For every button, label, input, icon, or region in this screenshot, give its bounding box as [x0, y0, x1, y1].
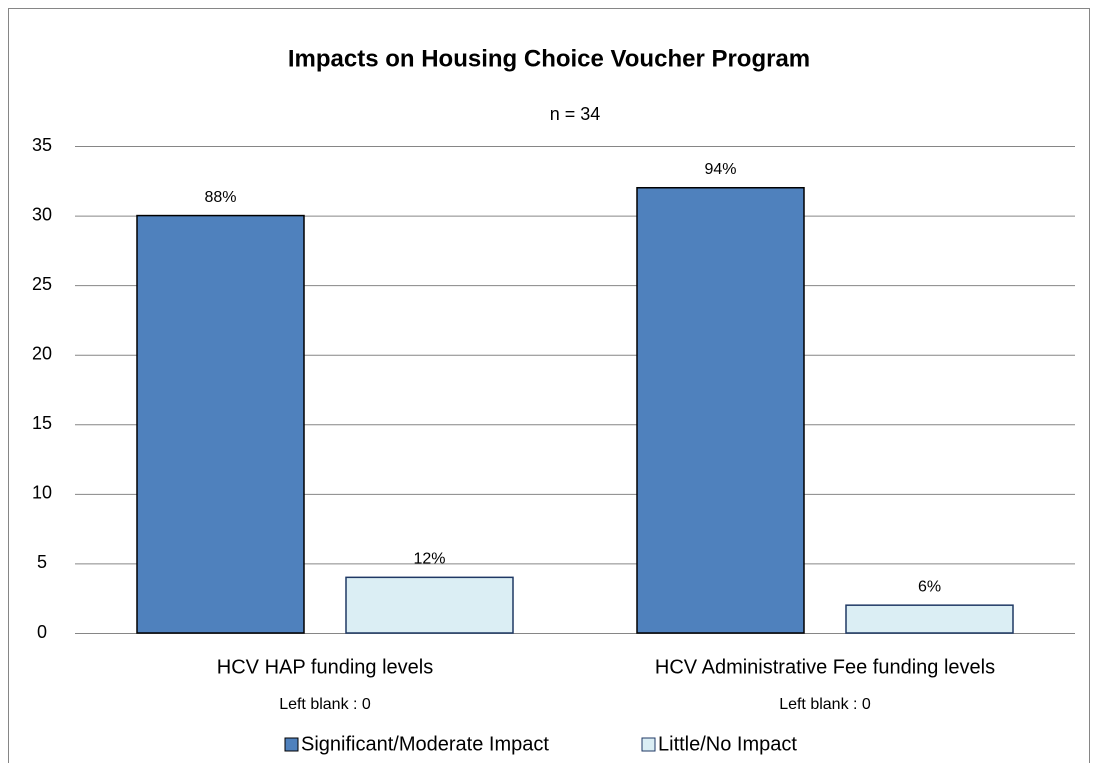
- category-note: Left blank : 0: [779, 696, 871, 713]
- value-label: 6%: [918, 578, 941, 595]
- value-label: 94%: [704, 161, 736, 178]
- bar: [136, 214, 305, 634]
- y-tick-label: 25: [32, 274, 52, 294]
- value-label: 12%: [413, 551, 445, 568]
- legend-swatch: [284, 737, 299, 752]
- y-tick-label: 20: [32, 343, 52, 363]
- category-note: Left blank : 0: [279, 696, 371, 713]
- y-tick-label: 15: [32, 413, 52, 433]
- y-tick-label: 30: [32, 204, 52, 224]
- x-tick-label: HCV HAP funding levels: [217, 656, 433, 678]
- bar: [345, 576, 514, 634]
- x-tick-label: HCV Administrative Fee funding levels: [655, 656, 995, 678]
- chart-title: Impacts on Housing Choice Voucher Progra…: [288, 45, 810, 72]
- chart-subtitle: n = 34: [550, 104, 601, 124]
- y-tick-label: 5: [37, 552, 47, 572]
- bar: [845, 604, 1014, 634]
- legend-swatch: [641, 737, 656, 752]
- legend-label: Significant/Moderate Impact: [301, 733, 549, 755]
- y-tick-label: 10: [32, 483, 52, 503]
- value-label: 88%: [204, 189, 236, 206]
- legend-label: Little/No Impact: [658, 733, 797, 755]
- bar: [636, 186, 805, 634]
- y-tick-label: 0: [37, 622, 47, 642]
- y-tick-label: 35: [32, 135, 52, 155]
